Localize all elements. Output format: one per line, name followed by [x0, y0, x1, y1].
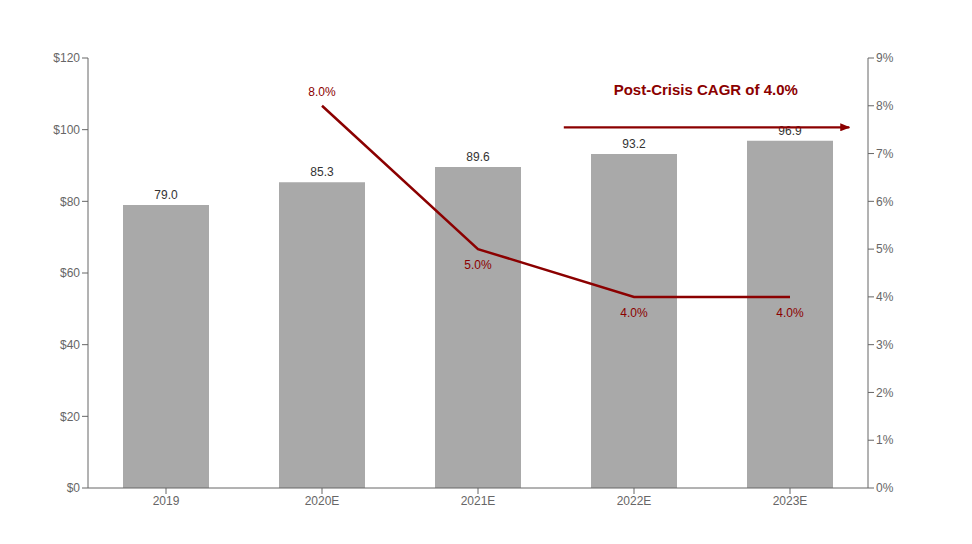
svg-text:5%: 5%	[876, 242, 894, 256]
svg-text:$40: $40	[60, 338, 80, 352]
svg-text:$100: $100	[53, 123, 80, 137]
svg-text:85.3: 85.3	[310, 165, 334, 179]
svg-text:4.0%: 4.0%	[776, 306, 804, 320]
svg-text:6%: 6%	[876, 195, 894, 209]
svg-text:$0: $0	[67, 481, 81, 495]
svg-text:Post-Crisis CAGR of 4.0%: Post-Crisis CAGR of 4.0%	[614, 81, 798, 98]
svg-text:96.9: 96.9	[778, 124, 802, 138]
svg-text:2022E: 2022E	[617, 494, 652, 508]
svg-text:2019: 2019	[153, 494, 180, 508]
svg-text:4.0%: 4.0%	[620, 306, 648, 320]
svg-text:5.0%: 5.0%	[464, 258, 492, 272]
svg-text:8.0%: 8.0%	[308, 85, 336, 99]
svg-text:$20: $20	[60, 410, 80, 424]
svg-text:2023E: 2023E	[773, 494, 808, 508]
svg-text:2020E: 2020E	[305, 494, 340, 508]
svg-text:2021E: 2021E	[461, 494, 496, 508]
svg-text:4%: 4%	[876, 290, 894, 304]
svg-text:79.0: 79.0	[154, 188, 178, 202]
svg-text:2%: 2%	[876, 386, 894, 400]
svg-text:89.6: 89.6	[466, 150, 490, 164]
svg-text:93.2: 93.2	[622, 137, 646, 151]
svg-text:$80: $80	[60, 195, 80, 209]
svg-text:9%: 9%	[876, 51, 894, 65]
svg-text:1%: 1%	[876, 433, 894, 447]
svg-text:$120: $120	[53, 51, 80, 65]
svg-text:3%: 3%	[876, 338, 894, 352]
svg-text:$60: $60	[60, 266, 80, 280]
svg-text:8%: 8%	[876, 99, 894, 113]
svg-text:0%: 0%	[876, 481, 894, 495]
svg-text:7%: 7%	[876, 147, 894, 161]
